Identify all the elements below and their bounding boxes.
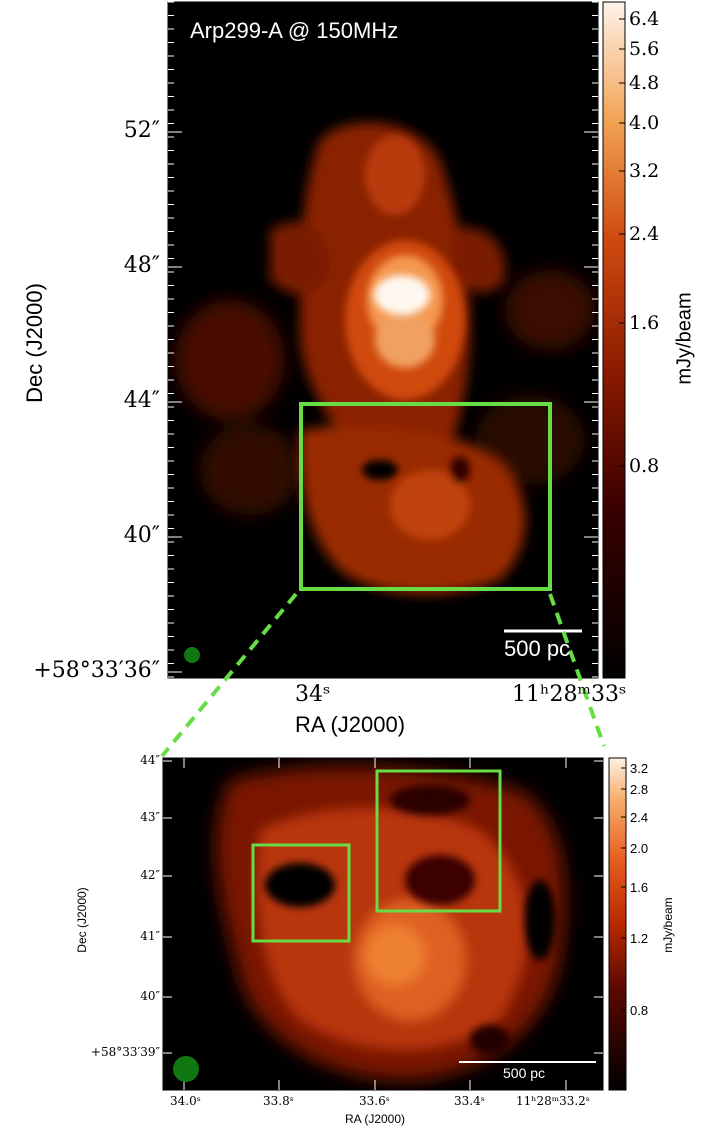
top-x-axis-label: RA (J2000) xyxy=(295,712,406,737)
bottom-x-ticks xyxy=(183,758,567,1090)
top-cb-tick-1.6: 1.6 xyxy=(629,312,660,334)
bottom-frame xyxy=(162,757,604,1091)
bottom-x-tick-34.0: 34.0ˢ xyxy=(170,1094,201,1108)
top-cb-tick-2.4: 2.4 xyxy=(629,223,660,245)
top-y-axis-label: Dec (J2000) xyxy=(22,283,47,403)
connector-left xyxy=(160,592,298,758)
bottom-y-tick-40: 40″ xyxy=(140,989,160,1003)
bottom-cb-tick-2.8: 2.8 xyxy=(630,782,649,797)
bottom-box-right xyxy=(375,769,502,913)
top-scalebar-label: 500 pc xyxy=(504,636,571,661)
bottom-radio-image xyxy=(163,758,603,1090)
bottom-cb-tick-1.6: 1.6 xyxy=(630,880,649,895)
bottom-beam-ellipse xyxy=(173,1056,199,1082)
top-x-tick-33: 11ʰ28ᵐ33ˢ xyxy=(512,682,627,707)
bottom-colorbar-label: mJy/beam xyxy=(661,897,675,953)
top-cb-tick-4.0: 4.0 xyxy=(629,112,660,134)
bottom-cb-tick-0.8: 0.8 xyxy=(630,1003,649,1018)
top-colorbar xyxy=(602,1,626,679)
top-x-tick-34: 34ˢ xyxy=(295,682,331,707)
bottom-colorbar xyxy=(608,757,627,1091)
top-beam-ellipse xyxy=(184,647,200,663)
top-cb-tick-3.2: 3.2 xyxy=(629,160,660,182)
top-y-tick-40: 40″ xyxy=(123,523,160,548)
top-colorbar-label: mJy/beam xyxy=(673,292,696,385)
top-cb-tick-5.6: 5.6 xyxy=(629,38,660,60)
bottom-cb-tick-2.4: 2.4 xyxy=(630,810,649,825)
bottom-x-tick-33.6: 33.6ˢ xyxy=(359,1094,390,1108)
top-cb-tick-4.8: 4.8 xyxy=(629,72,660,94)
bottom-y-tick-39: +58°33′39″ xyxy=(90,1045,160,1059)
bottom-box-left xyxy=(251,843,351,943)
top-panel-title: Arp299-A @ 150MHz xyxy=(190,18,399,43)
bottom-x-tick-33.4: 33.4ˢ xyxy=(454,1094,485,1108)
bottom-y-tick-42: 42″ xyxy=(140,868,160,882)
bottom-cb-tick-2.0: 2.0 xyxy=(630,841,649,856)
bottom-y-tick-41: 41″ xyxy=(140,929,160,943)
bottom-y-tick-44: 44″ xyxy=(140,753,160,767)
bottom-x-tick-33.2: 11ʰ28ᵐ33.2ˢ xyxy=(516,1094,590,1108)
bottom-x-tick-33.8: 33.8ˢ xyxy=(263,1094,294,1108)
top-cb-tick-0.8: 0.8 xyxy=(629,455,660,477)
top-radio-image xyxy=(168,2,598,678)
top-colorbar-ticks xyxy=(619,18,625,467)
bottom-colorbar-ticks xyxy=(621,767,626,1011)
bottom-y-axis-label: Dec (J2000) xyxy=(75,887,89,953)
top-zoom-box xyxy=(299,402,552,591)
top-y-tick-48: 48″ xyxy=(123,253,160,278)
bottom-scalebar-label: 500 pc xyxy=(503,1065,546,1081)
connector-right xyxy=(548,593,606,747)
bottom-x-axis-label: RA (J2000) xyxy=(345,1112,406,1126)
bottom-cb-tick-3.2: 3.2 xyxy=(630,761,649,776)
top-y-minor-ticks xyxy=(168,1,598,678)
top-cb-tick-6.4: 6.4 xyxy=(629,8,660,30)
bottom-y-tick-43: 43″ xyxy=(140,810,160,824)
top-y-tick-36: +58°33′36″ xyxy=(33,658,160,683)
top-y-tick-44: 44″ xyxy=(123,388,160,413)
top-y-ticks xyxy=(168,131,598,673)
bottom-cb-tick-1.2: 1.2 xyxy=(630,931,649,946)
bottom-y-ticks xyxy=(163,760,603,1054)
top-y-tick-52: 52″ xyxy=(123,118,160,143)
